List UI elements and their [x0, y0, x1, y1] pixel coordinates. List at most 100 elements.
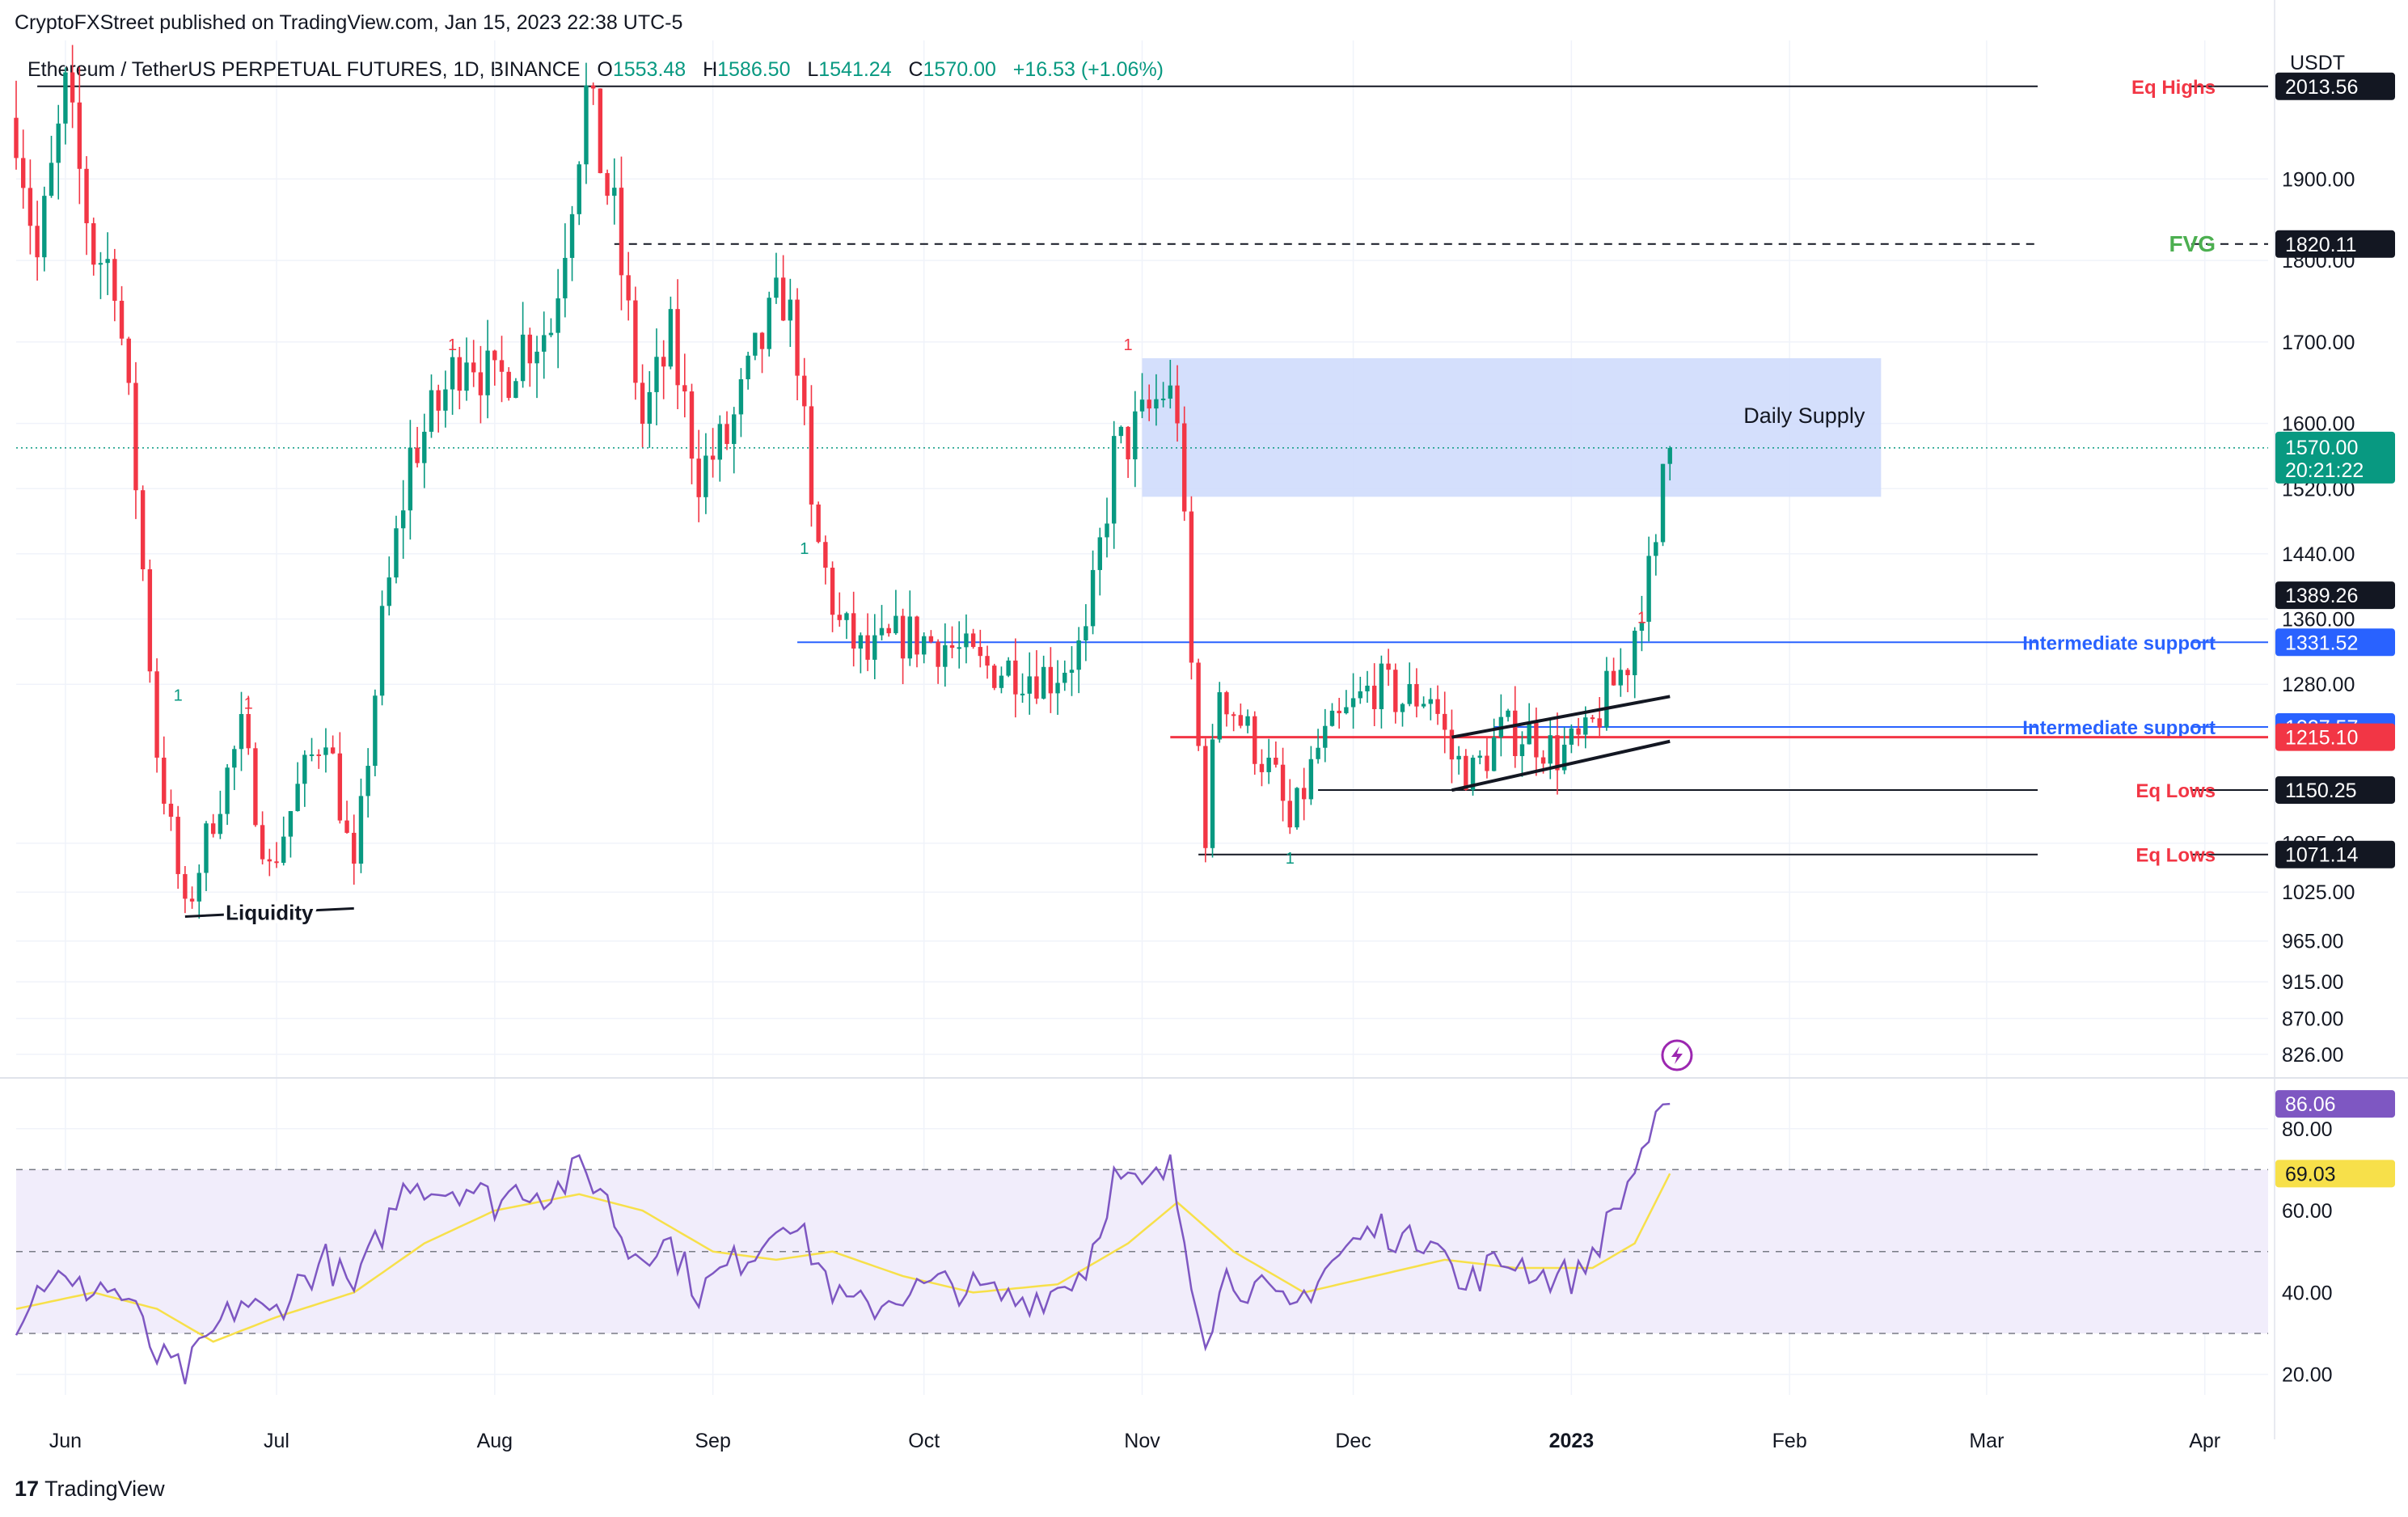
candle-body [936, 641, 940, 667]
candle-body [964, 633, 969, 648]
candle-body [746, 355, 750, 380]
x-tick-label: 2023 [1549, 1430, 1595, 1452]
candle-body [605, 173, 610, 196]
candle-body [443, 389, 448, 411]
candle-body [344, 820, 349, 833]
candle-body [204, 823, 209, 873]
candle-body [98, 263, 104, 265]
candle-body [499, 360, 505, 372]
candle-body [1210, 739, 1215, 848]
y-tick-label: 870.00 [2282, 1008, 2343, 1030]
candle-body [893, 615, 898, 634]
price-tag-label-2: 1389.26 [2285, 585, 2358, 607]
candle-body [527, 334, 533, 364]
candle-body [309, 754, 315, 756]
candle-body [63, 72, 68, 124]
candle-body [1069, 670, 1075, 673]
candle-body [1555, 735, 1560, 771]
candle-body [1048, 666, 1054, 694]
candle-body [1350, 698, 1356, 708]
candle-body [1154, 399, 1159, 409]
change-value: +16.53 (+1.06%) [1012, 58, 1164, 81]
rsi-ma-value-tag [2275, 1160, 2395, 1188]
open-label: O [597, 58, 613, 81]
high-label: H [703, 58, 718, 81]
candle-body [1344, 707, 1349, 714]
price-tag-5 [2275, 723, 2395, 751]
candle-body [612, 188, 617, 196]
x-tick-label: Aug [477, 1430, 513, 1452]
liquidity-label: Liquidity [226, 900, 314, 924]
candle-body [239, 714, 244, 750]
rsi-y-tick-label: 60.00 [2282, 1200, 2333, 1223]
candle-body [1189, 511, 1194, 663]
candle-body [1485, 755, 1489, 771]
candle-body [1118, 426, 1124, 437]
candle-body [732, 414, 737, 445]
candle-body [14, 117, 19, 158]
candle-body [49, 163, 54, 196]
sequence-marker-1: 1 [244, 695, 253, 712]
candle-body [1266, 757, 1271, 772]
price-tag-label-3: 1331.52 [2285, 632, 2358, 654]
candle-body [1534, 722, 1539, 758]
candle-body [1618, 670, 1624, 686]
y-tick-label: 915.00 [2282, 971, 2343, 994]
candle-body [1428, 699, 1434, 704]
rsi-value-tag [2275, 1090, 2395, 1118]
candle-body [1203, 746, 1208, 848]
candle-body [77, 102, 82, 169]
candle-body [175, 817, 180, 874]
candle-body [1090, 569, 1096, 627]
x-tick-label: Apr [2189, 1430, 2220, 1452]
candle-body [1443, 713, 1447, 730]
candle-body [837, 615, 842, 620]
candle-body [1611, 670, 1616, 686]
candle-body [823, 542, 828, 568]
low-label: L [807, 58, 819, 81]
candle-body [218, 813, 223, 835]
candle-body [379, 606, 385, 696]
candle-body [189, 898, 195, 902]
candle-body [788, 299, 793, 321]
price-tag-label-1: 1820.11 [2285, 234, 2357, 256]
candle-body [598, 88, 603, 174]
candle-body [316, 754, 321, 756]
candle-body [485, 350, 490, 395]
candle-body [1561, 744, 1567, 771]
level-label-0: Eq Highs [2131, 77, 2216, 99]
candle-body [387, 577, 391, 606]
candle-body [661, 357, 666, 367]
y-tick-label: 826.00 [2282, 1044, 2343, 1067]
supply-zone [1142, 358, 1882, 497]
y-tick-label: 1360.00 [2282, 609, 2355, 632]
candle-body [1323, 725, 1328, 748]
candle-body [1196, 662, 1201, 746]
candle-body [408, 447, 413, 511]
candle-body [429, 390, 434, 432]
candle-body [1379, 663, 1384, 709]
candle-body [915, 616, 919, 655]
candle-body [126, 338, 131, 383]
candle-body [337, 753, 343, 821]
candle-body [1365, 685, 1370, 691]
candle-body [534, 351, 539, 364]
tradingview-logo[interactable]: 17 TradingView [15, 1477, 165, 1502]
candle-body [1020, 693, 1025, 695]
candle-body [1400, 704, 1405, 712]
candle-body [1034, 676, 1039, 699]
x-tick-label: Jun [49, 1430, 82, 1452]
y-tick-label: 965.00 [2282, 931, 2343, 953]
close-value: 1570.00 [923, 58, 996, 81]
candle-body [548, 332, 554, 336]
candle-body [140, 490, 146, 570]
candle-body [753, 332, 758, 356]
candle-body [422, 431, 427, 463]
price-tag-1 [2275, 230, 2395, 258]
sequence-marker-0: 1 [174, 687, 183, 704]
candle-body [1238, 715, 1244, 726]
y-tick-label: 1025.00 [2282, 881, 2355, 904]
candle-body [1280, 764, 1286, 801]
candle-body [1160, 398, 1166, 400]
